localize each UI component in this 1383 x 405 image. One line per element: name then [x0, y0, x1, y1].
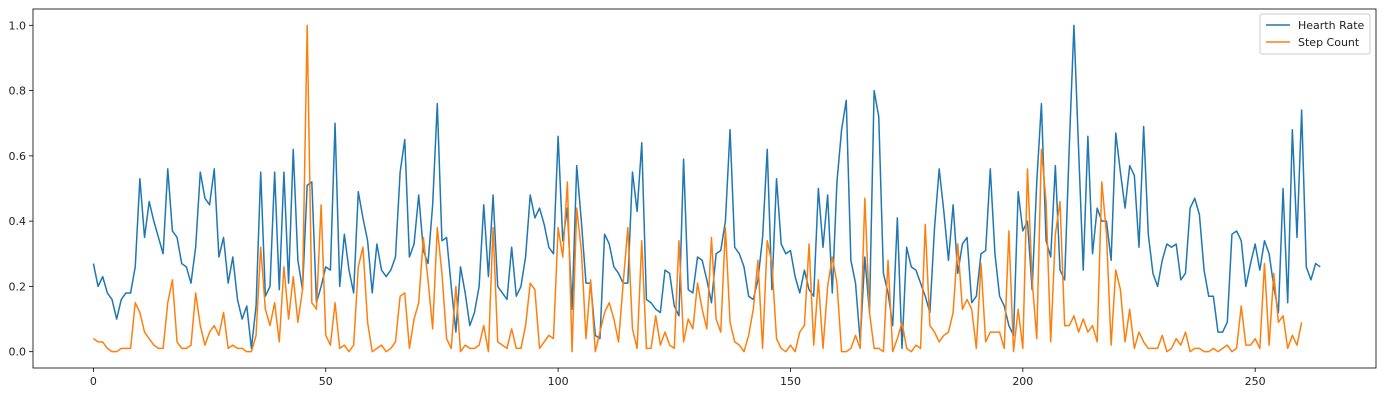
series-line-hearth-rate: [92, 24, 1321, 350]
legend: Hearth Rate Step Count: [1259, 13, 1371, 55]
y-tick-label: 0.8: [9, 85, 27, 98]
y-tick-label: 0.0: [9, 346, 27, 359]
x-tick-label: 200: [1012, 375, 1033, 388]
series-line-step-count: [92, 24, 1303, 353]
axes-layer: 0 50 100 150 200 250 0.0 0.2 0.4 0.6 0.8 1.0: [9, 19, 1266, 388]
series-layer: [92, 24, 1321, 353]
legend-box: [1259, 13, 1371, 55]
y-tick-label: 0.6: [9, 150, 27, 163]
legend-label-step-count: Step Count: [1298, 36, 1360, 49]
legend-label-hearth-rate: Hearth Rate: [1298, 19, 1365, 32]
x-tick-label: 100: [548, 375, 569, 388]
x-tick-label: 50: [319, 375, 333, 388]
y-tick-label: 0.4: [9, 215, 27, 228]
x-tick-label: 0: [90, 375, 97, 388]
x-tick-label: 150: [780, 375, 801, 388]
y-tick-label: 1.0: [9, 19, 27, 32]
x-tick-label: 250: [1245, 375, 1266, 388]
plot-frame: [32, 8, 1377, 369]
y-tick-label: 0.2: [9, 280, 27, 293]
plot-background: [33, 9, 1376, 368]
